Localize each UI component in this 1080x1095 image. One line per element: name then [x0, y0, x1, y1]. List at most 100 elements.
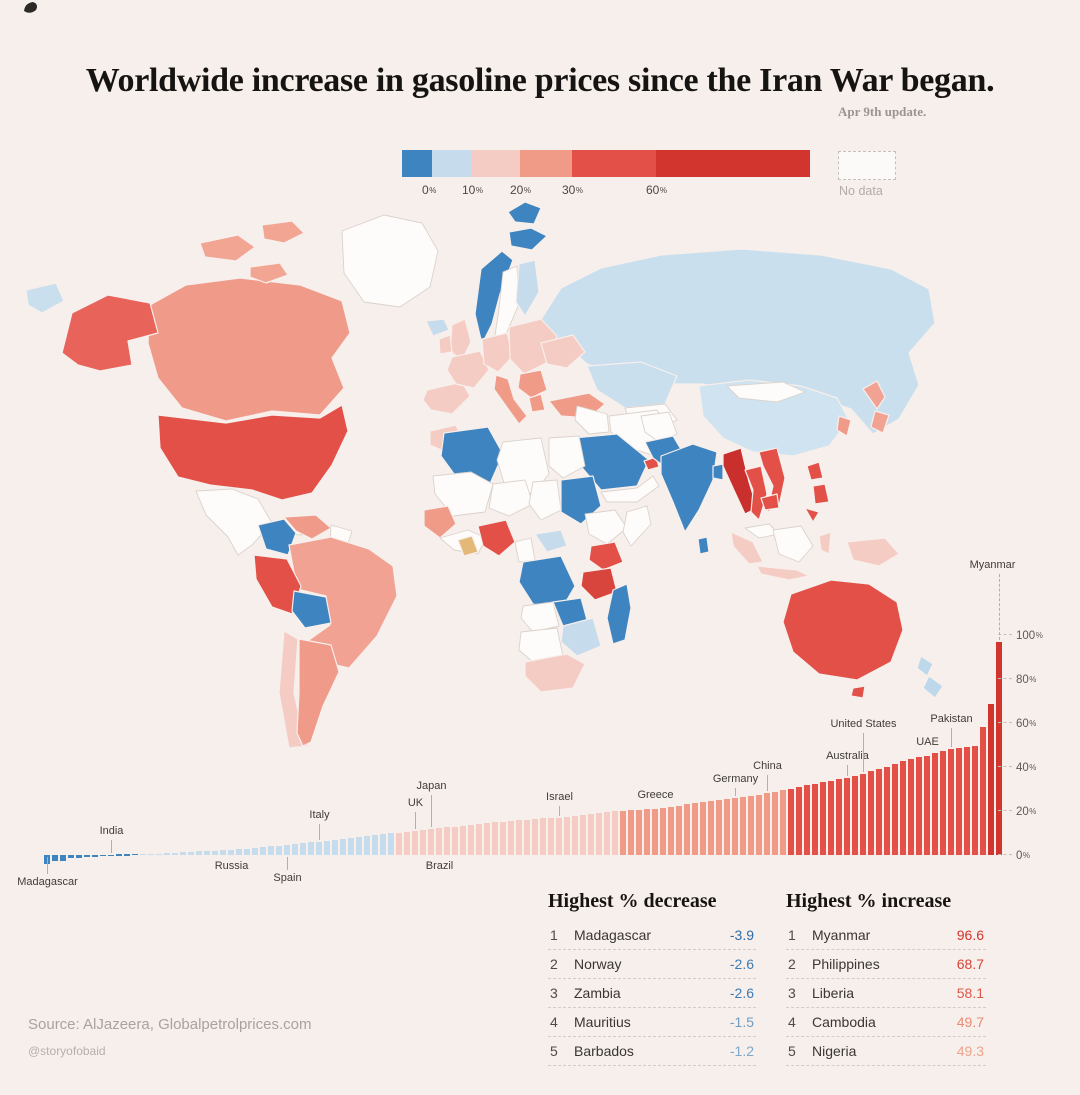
label-leader-line	[999, 574, 1000, 641]
rank: 3	[788, 985, 796, 1001]
country-mongolia	[726, 381, 806, 403]
bar	[804, 785, 810, 855]
world-choropleth-map	[25, 201, 944, 749]
bar	[132, 853, 138, 856]
label-leader-line	[47, 857, 48, 874]
bar	[236, 849, 242, 855]
bar	[212, 850, 218, 855]
y-axis-tick	[998, 854, 1012, 855]
country-name: Myanmar	[812, 927, 871, 943]
country-central-african-republic	[534, 529, 568, 553]
bar	[540, 818, 546, 855]
bar	[580, 814, 586, 855]
bar	[572, 815, 578, 855]
bar	[788, 788, 794, 855]
country-arctic-islands	[249, 262, 289, 284]
legend-tick-label: 30%	[562, 183, 583, 197]
country-bangladesh	[712, 463, 724, 481]
legend-segment	[656, 150, 810, 177]
table-highest-increase: Highest % increase 1 Myanmar 96.6 2 Phil…	[786, 890, 986, 1066]
bar	[420, 829, 426, 855]
rank: 4	[550, 1014, 558, 1030]
bar	[276, 845, 282, 855]
table-row: 2 Norway -2.6	[548, 950, 756, 979]
bar-label-brazil: Brazil	[425, 860, 454, 872]
country-india	[660, 443, 718, 533]
country-philippines	[806, 461, 824, 481]
bar	[468, 825, 474, 855]
bar	[260, 847, 266, 855]
value: 68.7	[956, 956, 984, 972]
bar	[684, 804, 690, 855]
bar	[596, 813, 602, 855]
color-legend: 0% 10% 20% 30% 60%	[402, 150, 832, 202]
legend-segment	[520, 150, 572, 177]
bar-label-spain: Spain	[273, 872, 302, 884]
value: -3.9	[729, 927, 754, 943]
bar-label-india: India	[99, 825, 124, 837]
country-greenland	[341, 214, 439, 308]
bar	[828, 780, 834, 855]
legend-tick-label: 20%	[510, 183, 531, 197]
country-name: Philippines	[812, 956, 880, 972]
value: -1.5	[729, 1014, 754, 1030]
value: -1.2	[729, 1043, 754, 1059]
bar	[612, 811, 618, 855]
bar	[844, 778, 850, 855]
corner-mark	[22, 0, 42, 21]
page-title: Worldwide increase in gasoline prices si…	[85, 62, 995, 99]
table-row: 5 Barbados -1.2	[548, 1037, 756, 1066]
bar	[148, 853, 154, 855]
country-svalbard	[508, 227, 548, 251]
country-tasmania	[850, 685, 866, 699]
bar-label-greece: Greece	[637, 789, 674, 801]
country-ireland	[438, 334, 453, 355]
bar	[588, 814, 594, 855]
country-peru	[253, 554, 302, 615]
table-row: 3 Liberia 58.1	[786, 979, 986, 1008]
update-note: Apr 9th update.	[838, 104, 927, 119]
bar	[356, 837, 362, 855]
bar	[884, 766, 890, 855]
legend-segment	[402, 150, 432, 177]
label-leader-line	[319, 824, 320, 840]
bar	[60, 855, 66, 861]
bar-label-australia: Australia	[826, 750, 869, 762]
bar	[996, 642, 1002, 855]
bar	[164, 853, 170, 855]
bar	[220, 850, 226, 855]
country-niger	[488, 479, 534, 517]
bar	[316, 841, 322, 855]
bar	[548, 818, 554, 855]
bar	[564, 816, 570, 855]
legend-tick-label: 0%	[422, 183, 437, 197]
bar	[972, 745, 978, 855]
bar-label-united-states: United States	[830, 718, 897, 730]
country-thailand	[744, 465, 768, 521]
country-philippines	[804, 507, 820, 523]
bar	[228, 849, 234, 855]
bar	[388, 833, 394, 855]
bar	[868, 771, 874, 855]
bar	[476, 824, 482, 855]
table-row: 5 Nigeria 49.3	[786, 1037, 986, 1066]
bar	[172, 852, 178, 855]
country-kenya	[588, 541, 624, 571]
bar	[716, 800, 722, 855]
rank: 2	[550, 956, 558, 972]
bar	[908, 758, 914, 855]
country-chad	[528, 479, 562, 521]
bar	[52, 855, 58, 861]
country-name: Liberia	[812, 985, 855, 1001]
bar-chart: Madagascar India Russia Spain Italy UK Japan Br…	[17, 555, 1056, 895]
country-name: Cambodia	[812, 1014, 876, 1030]
table-row: 4 Mauritius -1.5	[548, 1008, 756, 1037]
bar	[796, 787, 802, 855]
country-brazil	[288, 536, 398, 669]
country-iceland	[425, 318, 450, 337]
country-ghana	[457, 535, 479, 557]
country-name: Barbados	[574, 1043, 634, 1059]
bar	[700, 802, 706, 855]
bar	[932, 753, 938, 855]
